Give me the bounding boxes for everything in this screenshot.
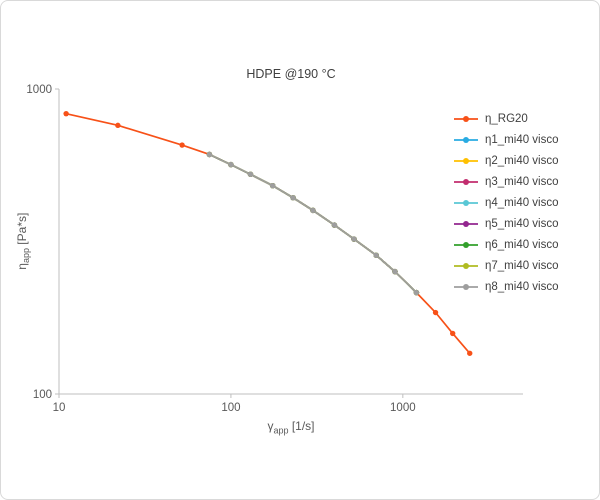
data-point — [351, 236, 357, 242]
legend-swatch-icon — [454, 241, 478, 248]
legend-label: η7_mi40 visco — [485, 259, 559, 272]
legend-swatch-icon — [454, 136, 478, 143]
legend-label: η1_mi40 visco — [485, 133, 559, 146]
series-line-6 — [209, 153, 418, 294]
y-tick-label: 100 — [33, 389, 52, 401]
series-line-2 — [209, 153, 418, 294]
legend-item: η3_mi40 visco — [453, 174, 559, 189]
chart-title: HDPE @190 °C — [246, 67, 336, 81]
legend-item: η8_mi40 visco — [453, 279, 559, 294]
legend-label: η2_mi40 visco — [485, 154, 559, 167]
legend-swatch-icon — [454, 262, 478, 269]
series-line-3 — [209, 153, 418, 294]
series-line-4 — [209, 153, 418, 294]
legend-swatch-icon — [454, 220, 478, 227]
data-point — [179, 142, 185, 148]
legend: η_RG20 η1_mi40 visco η2_mi40 visco η3_mi40 … — [453, 111, 559, 294]
legend-label: η3_mi40 visco — [485, 175, 559, 188]
series-line-7 — [209, 153, 418, 294]
legend-label: η4_mi40 visco — [485, 196, 559, 209]
legend-label: η5_mi40 visco — [485, 217, 559, 230]
data-point — [373, 252, 379, 258]
legend-label: η8_mi40 visco — [485, 280, 559, 293]
series-line-0 — [65, 112, 471, 354]
legend-swatch-icon — [454, 157, 478, 164]
data-point — [247, 171, 254, 178]
data-point — [331, 222, 338, 228]
x-tick-label: 100 — [221, 402, 240, 414]
data-point — [413, 289, 420, 296]
legend-item: η2_mi40 visco — [453, 153, 559, 168]
data-point — [115, 122, 121, 129]
legend-item: η5_mi40 visco — [453, 216, 559, 231]
legend-label: η_RG20 — [485, 112, 528, 125]
data-point — [228, 161, 234, 168]
data-point — [206, 151, 213, 158]
data-point — [310, 207, 316, 214]
x-tick-label: 1000 — [390, 402, 416, 414]
legend-item: η1_mi40 visco — [453, 132, 559, 147]
legend-swatch-icon — [454, 283, 478, 290]
series-line-8 — [209, 153, 418, 294]
legend-swatch-icon — [454, 115, 478, 122]
data-point — [392, 268, 398, 275]
data-point — [290, 195, 296, 201]
data-point — [467, 350, 473, 356]
series-line-1 — [209, 153, 418, 294]
data-point — [449, 330, 456, 337]
data-point — [63, 110, 69, 117]
legend-item: η_RG20 — [453, 111, 559, 126]
series-line-5 — [209, 153, 418, 294]
y-axis-label: ηapp [Pa*s] — [14, 212, 32, 270]
legend-item: η6_mi40 visco — [453, 237, 559, 252]
x-tick-label: 10 — [53, 402, 66, 414]
legend-item: η7_mi40 visco — [453, 258, 559, 273]
legend-swatch-icon — [454, 199, 478, 206]
data-point — [432, 309, 439, 316]
legend-item: η4_mi40 visco — [453, 195, 559, 210]
data-point — [269, 182, 276, 189]
y-tick-label: 1000 — [26, 84, 52, 96]
legend-swatch-icon — [454, 178, 478, 185]
legend-label: η6_mi40 visco — [485, 238, 559, 251]
x-axis-label: γapp [1/s] — [267, 419, 315, 436]
